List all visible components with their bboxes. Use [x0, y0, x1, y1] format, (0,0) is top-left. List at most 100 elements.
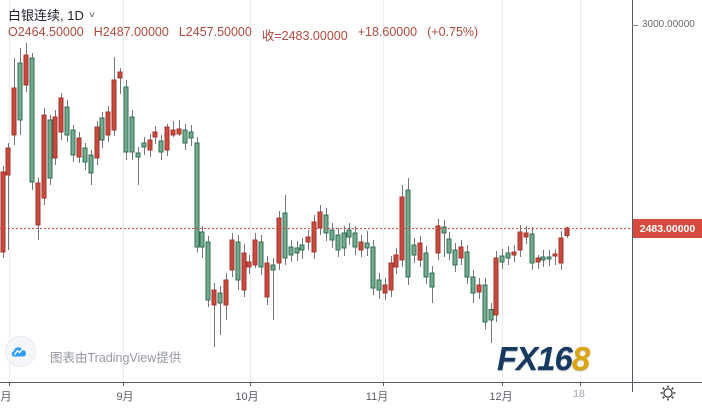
candle-up [417, 242, 423, 261]
fx168-logo-main: FX16 [497, 340, 573, 377]
candle-up [0, 171, 6, 253]
fx168-logo: FX168 [497, 340, 590, 378]
candle-down [429, 272, 435, 288]
candle-up [511, 251, 517, 256]
candle-down [199, 231, 205, 248]
candle-up [276, 217, 282, 264]
candle-up [458, 246, 464, 259]
candle-up [317, 211, 323, 229]
candle-up [388, 262, 394, 291]
candle-up [493, 257, 499, 316]
candle-down [346, 229, 352, 238]
candle-up [382, 284, 388, 294]
candle-down [488, 309, 494, 321]
candle-down [323, 214, 329, 234]
fx168-logo-accent: 8 [571, 340, 590, 377]
candle-down [29, 57, 35, 183]
candle-down [446, 238, 452, 254]
candle-up [152, 131, 158, 138]
candle-down [82, 147, 88, 163]
candle-up [11, 87, 17, 136]
high-value: H2487.00000 [93, 25, 169, 39]
candle-down [17, 62, 23, 121]
change-value: +18.60000 [357, 25, 418, 39]
candle-down [335, 234, 341, 251]
candle-down [299, 244, 305, 251]
candle-down [294, 247, 300, 254]
candle-up [246, 261, 252, 268]
candle-down [129, 116, 135, 153]
candle-down [529, 233, 535, 264]
candle-up [229, 239, 235, 271]
chevron-down-icon[interactable]: ∨ [87, 10, 96, 19]
candle-down [270, 264, 276, 271]
time-axis-label: 9月 [116, 391, 134, 403]
last-price-badge: 2483.00000 [633, 219, 702, 238]
candle-down [329, 229, 335, 241]
price-axis-tick-label: 3000.00000 [642, 19, 695, 30]
low-value: L2457.50000 [178, 25, 252, 39]
tradingview-attribution[interactable]: 图表由TradingView提供 [5, 336, 181, 367]
time-axis-label: 18 [573, 388, 585, 400]
candle-up [170, 129, 176, 136]
time-axis-label: 10月 [235, 391, 259, 403]
tradingview-logo-icon[interactable] [5, 336, 36, 367]
candle-down [452, 249, 458, 266]
candle-up [147, 139, 153, 151]
candle-up [58, 97, 64, 133]
candle-down [341, 232, 347, 249]
candle-up [358, 241, 364, 251]
candle-down [423, 252, 429, 278]
candle-down [352, 232, 358, 248]
candle-up [393, 254, 399, 268]
candle-down [158, 140, 164, 153]
open-value: O2464.50000 [8, 25, 84, 39]
candle-up [111, 79, 117, 131]
candle-down [405, 189, 411, 278]
candle-down [217, 292, 223, 304]
time-axis-label: 月 [0, 391, 12, 403]
candle-up [564, 227, 570, 236]
candle-down [464, 251, 470, 278]
candle-up [523, 232, 529, 238]
tradingview-logo [11, 346, 26, 356]
candle-down [370, 246, 376, 289]
candle-up [176, 128, 182, 135]
candle-up [76, 137, 82, 158]
candle-down [64, 106, 70, 136]
candle-up [105, 111, 111, 136]
candle-down [258, 241, 264, 268]
symbol-title[interactable]: 白银连续, 1D [8, 8, 84, 23]
candle-up [41, 114, 47, 199]
candle-up [476, 284, 482, 293]
gear-icon[interactable] [659, 384, 677, 402]
candle-up [264, 262, 270, 298]
candle-up [558, 237, 564, 264]
candle-down [441, 226, 447, 234]
candle-up [535, 257, 541, 263]
candle-down [288, 246, 294, 256]
symbol-title-row[interactable]: 白银连续, 1D ∨ [8, 5, 96, 24]
candle-down [505, 252, 511, 259]
candle-down [540, 256, 546, 261]
attribution-text[interactable]: 图表由TradingView提供 [50, 350, 182, 365]
candle-down [135, 152, 141, 158]
candle-up [52, 116, 58, 159]
candle-up [23, 54, 29, 86]
candle-up [517, 231, 523, 251]
candle-up [164, 126, 170, 151]
candle-up [223, 279, 229, 306]
candle-up [117, 71, 123, 79]
candle-up [35, 182, 41, 226]
candle-up [552, 253, 558, 257]
time-axis-label: 12月 [489, 391, 513, 403]
candle-down [188, 131, 194, 139]
candle-down [364, 242, 370, 249]
candle-down [205, 241, 211, 301]
time-axis-label: 11月 [365, 391, 389, 403]
candle-down [141, 142, 147, 148]
candle-down [99, 117, 105, 141]
candle-up [211, 289, 217, 306]
